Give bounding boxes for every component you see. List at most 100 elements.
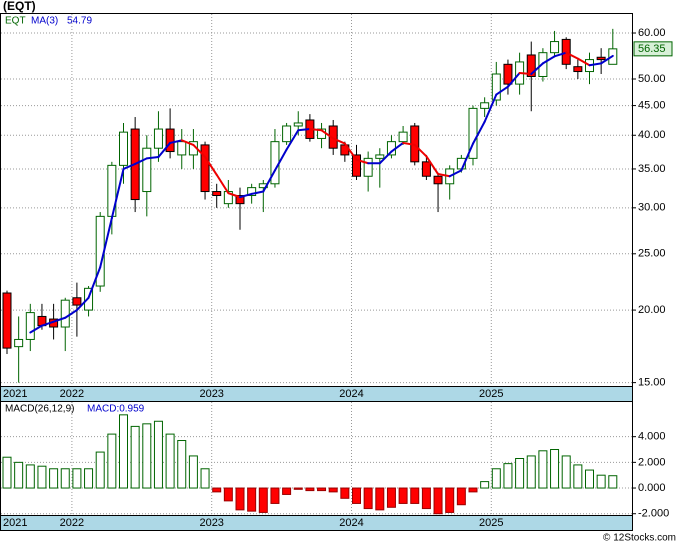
- y-tick-label: -2.000: [638, 508, 669, 520]
- ma-segment: [145, 155, 160, 160]
- macd-name: MACD(26,12,9): [5, 404, 74, 415]
- y-tick-label: 30.00: [638, 202, 666, 214]
- macd-bar: [212, 487, 222, 493]
- last-price: 56.35: [638, 43, 666, 55]
- macd-bar: [421, 487, 431, 510]
- ma-segment: [87, 266, 102, 299]
- ma-segment: [297, 128, 311, 132]
- ma-segment: [483, 93, 498, 123]
- macd-bar: [538, 450, 548, 489]
- ma-segment: [192, 143, 207, 158]
- ma-segment: [472, 120, 486, 145]
- symbol: EQT: [5, 16, 26, 27]
- ma-segment: [588, 62, 603, 67]
- macd-bar: [235, 487, 245, 511]
- candle-body: [177, 141, 187, 156]
- y-tick-label: 60.00: [638, 27, 666, 39]
- y-tick-label: 20.00: [638, 304, 666, 316]
- last-price-box: [633, 41, 673, 57]
- candle-body: [282, 125, 292, 143]
- y-tick-label: 0.000: [638, 482, 666, 494]
- macd-bar: [49, 468, 59, 489]
- macd-bar: [445, 487, 455, 513]
- candle-body: [14, 338, 24, 348]
- candle-body: [433, 175, 443, 185]
- macd-bar: [317, 487, 327, 492]
- macd-bar: [25, 464, 35, 489]
- ma-segment: [262, 169, 276, 193]
- candle-body: [142, 147, 152, 193]
- candle-body: [550, 41, 560, 54]
- macd-bar: [456, 487, 466, 506]
- candle-body: [153, 128, 163, 149]
- macd-bar: [585, 469, 594, 489]
- candle-body: [119, 131, 128, 166]
- macd-bar: [410, 487, 420, 504]
- macd-bar: [60, 468, 70, 489]
- ma-value: 54.79: [67, 16, 92, 27]
- ma-segment: [227, 192, 241, 199]
- x-tick-label: 2024: [339, 388, 363, 400]
- ma-segment: [99, 217, 113, 269]
- candle-body: [491, 73, 501, 101]
- y-tick-label: 40.00: [638, 129, 666, 141]
- macd-bar: [375, 487, 385, 511]
- x-tick-label: 2025: [479, 388, 503, 400]
- copyright: © 12Stocks.com: [603, 533, 676, 544]
- candle-body: [503, 63, 513, 85]
- macd-bar: [328, 487, 338, 493]
- y-tick-label: 2.000: [638, 456, 666, 468]
- candle-body: [200, 144, 210, 193]
- x-tick-label: 2023: [199, 388, 223, 400]
- ma-segment: [460, 142, 474, 172]
- macd-bar: [515, 458, 525, 489]
- macd-bar: [305, 487, 315, 492]
- ma-segment: [343, 142, 358, 161]
- ma-segment: [448, 169, 463, 178]
- macd-bar: [37, 465, 47, 489]
- ma-segment: [64, 309, 78, 319]
- macd-bar: [480, 481, 490, 489]
- ma-segment: [518, 72, 533, 76]
- ma-segment: [215, 173, 230, 195]
- candle-body: [352, 154, 361, 177]
- ma-segment: [308, 128, 323, 132]
- ma-segment: [239, 192, 253, 199]
- macd-bar: [153, 420, 163, 489]
- x-tick-label: 2021: [3, 388, 27, 400]
- y-tick-label: 25.00: [638, 248, 666, 260]
- ma-segment: [285, 129, 300, 151]
- y-tick-label: 4.000: [638, 431, 666, 443]
- ma-segment: [402, 141, 416, 146]
- x-tick-label: 2025: [479, 517, 503, 529]
- candle-body: [468, 107, 478, 159]
- macd-bar: [398, 487, 408, 504]
- ma-segment: [553, 51, 568, 58]
- candle-body: [165, 128, 175, 153]
- macd-bar: [107, 433, 117, 489]
- macd-bar: [14, 461, 24, 489]
- y-tick-label: 15.00: [638, 377, 666, 389]
- macd-bar: [503, 463, 513, 489]
- ma-segment: [122, 162, 137, 170]
- ma-segment: [157, 141, 172, 158]
- ma-segment: [355, 158, 370, 165]
- ma-segment: [600, 54, 614, 65]
- macd-bar: [468, 487, 478, 493]
- macd-bar: [561, 455, 571, 489]
- macd-bar: [596, 474, 606, 489]
- ma-segment: [495, 85, 509, 96]
- ma-segment: [390, 141, 405, 153]
- macd-bar: [165, 433, 175, 489]
- x-tick-label: 2024: [339, 517, 363, 529]
- macd-bar: [433, 487, 443, 515]
- macd-value: MACD:0.959: [87, 404, 145, 415]
- candle-body: [480, 102, 490, 109]
- macd-bar: [282, 487, 292, 495]
- candle-body: [596, 56, 606, 61]
- candle-body: [72, 297, 82, 306]
- y-tick-label: 50.00: [638, 73, 666, 85]
- macd-bar: [188, 455, 198, 489]
- ma-segment: [204, 155, 218, 176]
- candle-body: [375, 154, 385, 159]
